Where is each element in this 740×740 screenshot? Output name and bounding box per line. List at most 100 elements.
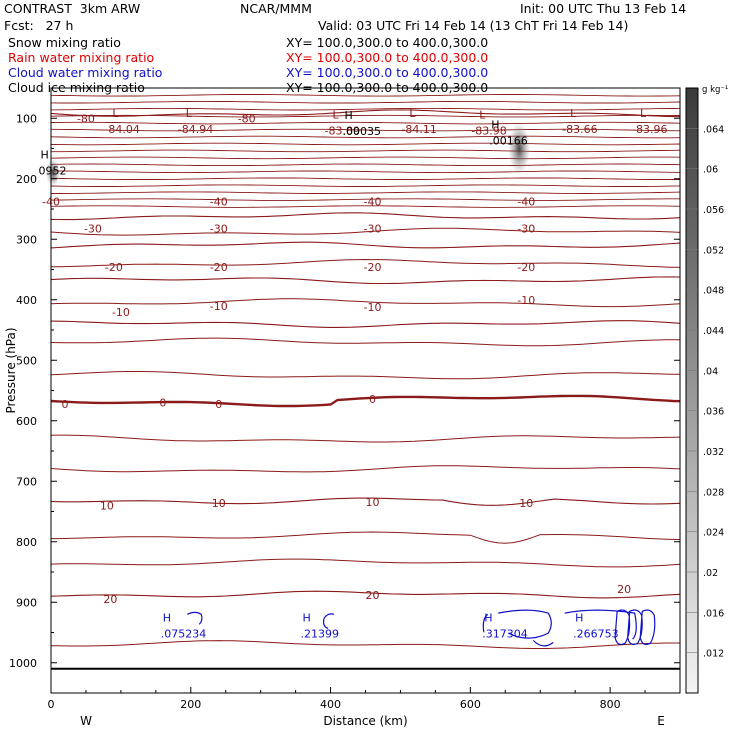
isotherm-label: -10 <box>210 300 228 313</box>
high-value-label: .075234 <box>161 628 207 641</box>
isotherm-label: 10 <box>519 497 533 510</box>
isotherm-line-upper <box>50 205 681 208</box>
isotherm-label: -30 <box>84 222 102 235</box>
isotherm-line-upper <box>51 170 681 174</box>
y-tick-label: 100 <box>16 112 37 125</box>
low-marker: L <box>186 107 193 120</box>
isotherm-line <box>50 590 681 599</box>
isotherm-line <box>51 258 681 268</box>
high-marker: H <box>484 612 492 625</box>
colorbar-label: .032 <box>703 447 724 458</box>
isotherm-label: -10 <box>364 301 382 314</box>
east-label: E <box>657 714 665 728</box>
isotherm-line <box>50 640 680 649</box>
y-tick-label: 300 <box>16 233 37 246</box>
x-tick-label: 400 <box>320 698 341 711</box>
high-value-label: .00166 <box>489 134 528 147</box>
isotherm-line-upper <box>51 191 681 194</box>
isotherm-line <box>50 109 681 118</box>
y-tick-label: 500 <box>16 354 37 367</box>
isotherm-line-upper <box>50 184 681 187</box>
low-value-label: -83.96 <box>632 123 667 136</box>
low-value-label: -84.94 <box>178 123 213 136</box>
isotherm-line <box>50 337 680 347</box>
isotherm-label: 20 <box>617 583 631 596</box>
colorbar <box>685 87 699 694</box>
isotherm-line <box>50 212 681 221</box>
west-label: W <box>80 714 92 728</box>
low-marker: L <box>409 107 416 120</box>
colorbar-label: .028 <box>703 487 724 498</box>
colorbar-label: .02 <box>703 568 718 579</box>
isotherm-label: -10 <box>517 294 535 307</box>
x-axis-label: Distance (km) <box>323 714 407 728</box>
high-marker: H <box>575 612 583 625</box>
high-marker: H <box>344 109 352 122</box>
y-tick-label: 600 <box>16 415 37 428</box>
model-title: CONTRAST 3km ARW <box>4 1 141 16</box>
field-name-cloud-water: Cloud water mixing ratio <box>8 65 163 80</box>
isotherm-label: -30 <box>364 222 382 235</box>
x-tick-label: 200 <box>180 698 201 711</box>
isotherm-line <box>50 434 681 443</box>
colorbar-label: .052 <box>703 245 724 256</box>
isotherm-line-upper <box>50 163 681 167</box>
y-tick-label: 800 <box>16 536 37 549</box>
isotherm-line <box>50 558 681 568</box>
y-tick-label: 400 <box>16 294 37 307</box>
colorbar-label: .044 <box>703 326 724 337</box>
isotherm-line <box>51 531 681 544</box>
isotherm-line <box>50 276 681 285</box>
isotherm-label: -80 <box>238 112 256 125</box>
isotherm-line <box>50 497 681 506</box>
isotherm-label: 10 <box>100 499 114 512</box>
high-marker: H <box>303 612 311 625</box>
isotherm-line <box>50 298 681 308</box>
x-tick-label: 600 <box>460 698 481 711</box>
y-tick-label: 200 <box>16 173 37 186</box>
high-value-label: .266753 <box>573 628 619 641</box>
isotherm-label: 0 <box>215 398 222 411</box>
isotherm-line-upper <box>50 94 681 97</box>
field-name-snow: Snow mixing ratio <box>8 35 121 50</box>
low-marker: L <box>479 108 486 121</box>
isotherm-label: -20 <box>210 261 228 274</box>
colorbar-label: .04 <box>703 366 718 377</box>
high-value-label: .317304 <box>482 628 528 641</box>
isotherm-label: -40 <box>210 196 228 209</box>
isotherm-line-upper <box>50 135 681 139</box>
x-tick-label: 0 <box>48 698 55 711</box>
colorbar-label: .036 <box>703 407 724 418</box>
isotherm-label: -20 <box>517 261 535 274</box>
y-tick-label: 700 <box>16 475 37 488</box>
isotherm-label: 0 <box>159 397 166 410</box>
isotherm-line <box>50 394 681 408</box>
high-value-label: 0952 <box>38 165 66 178</box>
colorbar-label: .016 <box>703 608 724 619</box>
isotherm-label: -20 <box>364 261 382 274</box>
x-tick-label: 800 <box>600 698 621 711</box>
isotherm-label: -20 <box>105 261 123 274</box>
colorbar-label: .012 <box>703 649 724 660</box>
forecast-hour: Fcst: 27 h <box>4 18 74 33</box>
low-marker: L <box>640 107 647 120</box>
init-time: Init: 00 UTC Thu 13 Feb 14 <box>520 1 687 16</box>
isotherm-label: -80 <box>77 112 95 125</box>
low-value-label: -84.04 <box>104 123 139 136</box>
high-value-label: .00035 <box>342 125 381 138</box>
isotherm-line-upper <box>50 177 680 180</box>
field-xy-rain: XY= 100.0,300.0 to 400.0,300.0 <box>286 50 489 65</box>
low-value-label: -83.98 <box>471 124 506 137</box>
field-xy-snow: XY= 100.0,300.0 to 400.0,300.0 <box>286 35 489 50</box>
field-name-rain: Rain water mixing ratio <box>8 50 155 65</box>
low-marker: L <box>333 108 340 121</box>
low-value-label: -83.89 <box>325 124 360 137</box>
high-marker: H <box>40 149 48 162</box>
high-marker: H <box>163 612 171 625</box>
isotherm-label: -30 <box>517 222 535 235</box>
isotherm-label: 20 <box>365 589 379 602</box>
y-axis-label: Pressure (hPa) <box>4 327 18 413</box>
isotherm-label: 10 <box>365 496 379 509</box>
isotherm-line-upper <box>50 121 681 125</box>
